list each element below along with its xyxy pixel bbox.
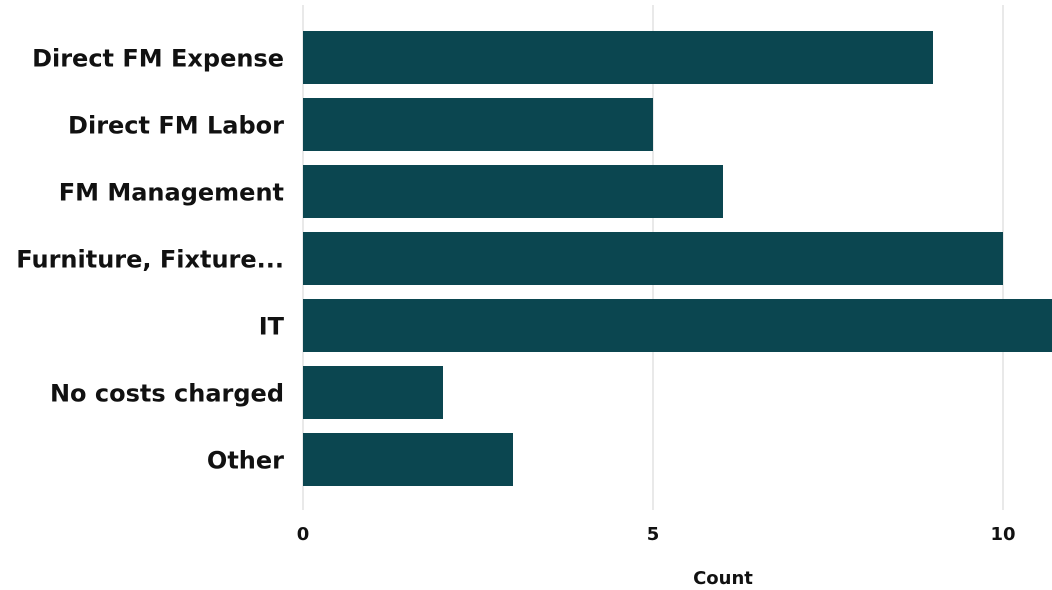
x-tick-label: 0 (297, 524, 310, 545)
category-label: Other (207, 447, 284, 475)
bar[interactable] (303, 232, 1003, 285)
bar[interactable] (303, 433, 513, 486)
category-label: Direct FM Expense (32, 45, 284, 73)
x-tick-label: 5 (647, 524, 660, 545)
category-label: Furniture, Fixture... (16, 246, 284, 274)
x-axis-title: Count (693, 568, 753, 589)
x-tick-label: 10 (990, 524, 1015, 545)
x-tick-labels: 0 5 10 (297, 524, 1016, 545)
bar[interactable] (303, 299, 1052, 352)
category-labels: Direct FM Expense Direct FM Labor FM Manag… (16, 45, 284, 475)
bars (303, 31, 1052, 486)
bar[interactable] (303, 366, 443, 419)
bar[interactable] (303, 165, 723, 218)
category-label: No costs charged (50, 380, 284, 408)
category-label: FM Management (59, 179, 284, 207)
category-label: Direct FM Labor (68, 112, 284, 140)
category-label: IT (259, 313, 285, 341)
bar[interactable] (303, 31, 933, 84)
bar[interactable] (303, 98, 653, 151)
